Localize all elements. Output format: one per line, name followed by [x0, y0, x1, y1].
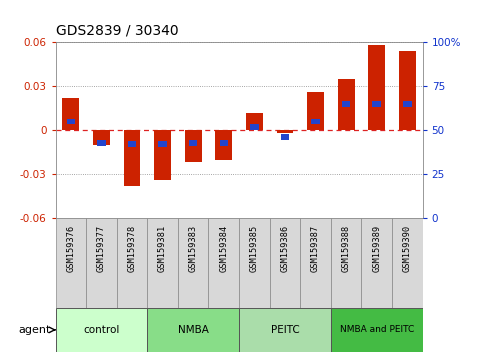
Bar: [56, 308, 147, 352]
Bar: [331, 308, 423, 352]
Bar: [300, 218, 331, 308]
Text: GSM159386: GSM159386: [281, 224, 289, 272]
Bar: [281, 135, 289, 140]
Text: GSM159384: GSM159384: [219, 224, 228, 272]
Bar: [331, 218, 361, 308]
Text: agent: agent: [18, 325, 51, 335]
Bar: [277, 130, 293, 133]
Bar: [128, 141, 136, 147]
Bar: [215, 130, 232, 160]
Text: GSM159390: GSM159390: [403, 224, 412, 272]
Bar: [239, 308, 331, 352]
Bar: [189, 140, 198, 145]
Bar: [270, 218, 300, 308]
Bar: [124, 130, 141, 186]
Text: GSM159385: GSM159385: [250, 224, 259, 272]
Bar: [178, 218, 209, 308]
Text: GSM159387: GSM159387: [311, 224, 320, 272]
Bar: [93, 130, 110, 145]
Bar: [56, 218, 86, 308]
Bar: [154, 130, 171, 180]
Bar: [361, 218, 392, 308]
Bar: [67, 119, 75, 125]
Text: PEITC: PEITC: [270, 325, 299, 335]
Text: GSM159376: GSM159376: [66, 224, 75, 272]
Text: GSM159378: GSM159378: [128, 224, 137, 272]
Text: GSM159389: GSM159389: [372, 224, 381, 272]
Bar: [158, 141, 167, 147]
Bar: [399, 51, 416, 130]
Text: GSM159381: GSM159381: [158, 224, 167, 272]
Bar: [338, 79, 355, 130]
Bar: [117, 218, 147, 308]
Bar: [307, 92, 324, 130]
Text: GDS2839 / 30340: GDS2839 / 30340: [56, 23, 178, 37]
Bar: [209, 218, 239, 308]
Text: control: control: [83, 325, 120, 335]
Bar: [62, 98, 79, 130]
Bar: [147, 308, 239, 352]
Text: GSM159377: GSM159377: [97, 224, 106, 272]
Text: NMBA: NMBA: [178, 325, 209, 335]
Bar: [342, 101, 351, 107]
Bar: [147, 218, 178, 308]
Bar: [97, 140, 106, 145]
Bar: [403, 101, 412, 107]
Text: GSM159388: GSM159388: [341, 224, 351, 272]
Bar: [239, 218, 270, 308]
Bar: [185, 130, 201, 162]
Text: NMBA and PEITC: NMBA and PEITC: [340, 325, 414, 335]
Bar: [372, 101, 381, 107]
Bar: [250, 124, 259, 130]
Bar: [246, 113, 263, 130]
Bar: [311, 119, 320, 125]
Bar: [219, 140, 228, 145]
Bar: [392, 218, 423, 308]
Bar: [369, 45, 385, 130]
Bar: [86, 218, 117, 308]
Text: GSM159383: GSM159383: [189, 224, 198, 272]
